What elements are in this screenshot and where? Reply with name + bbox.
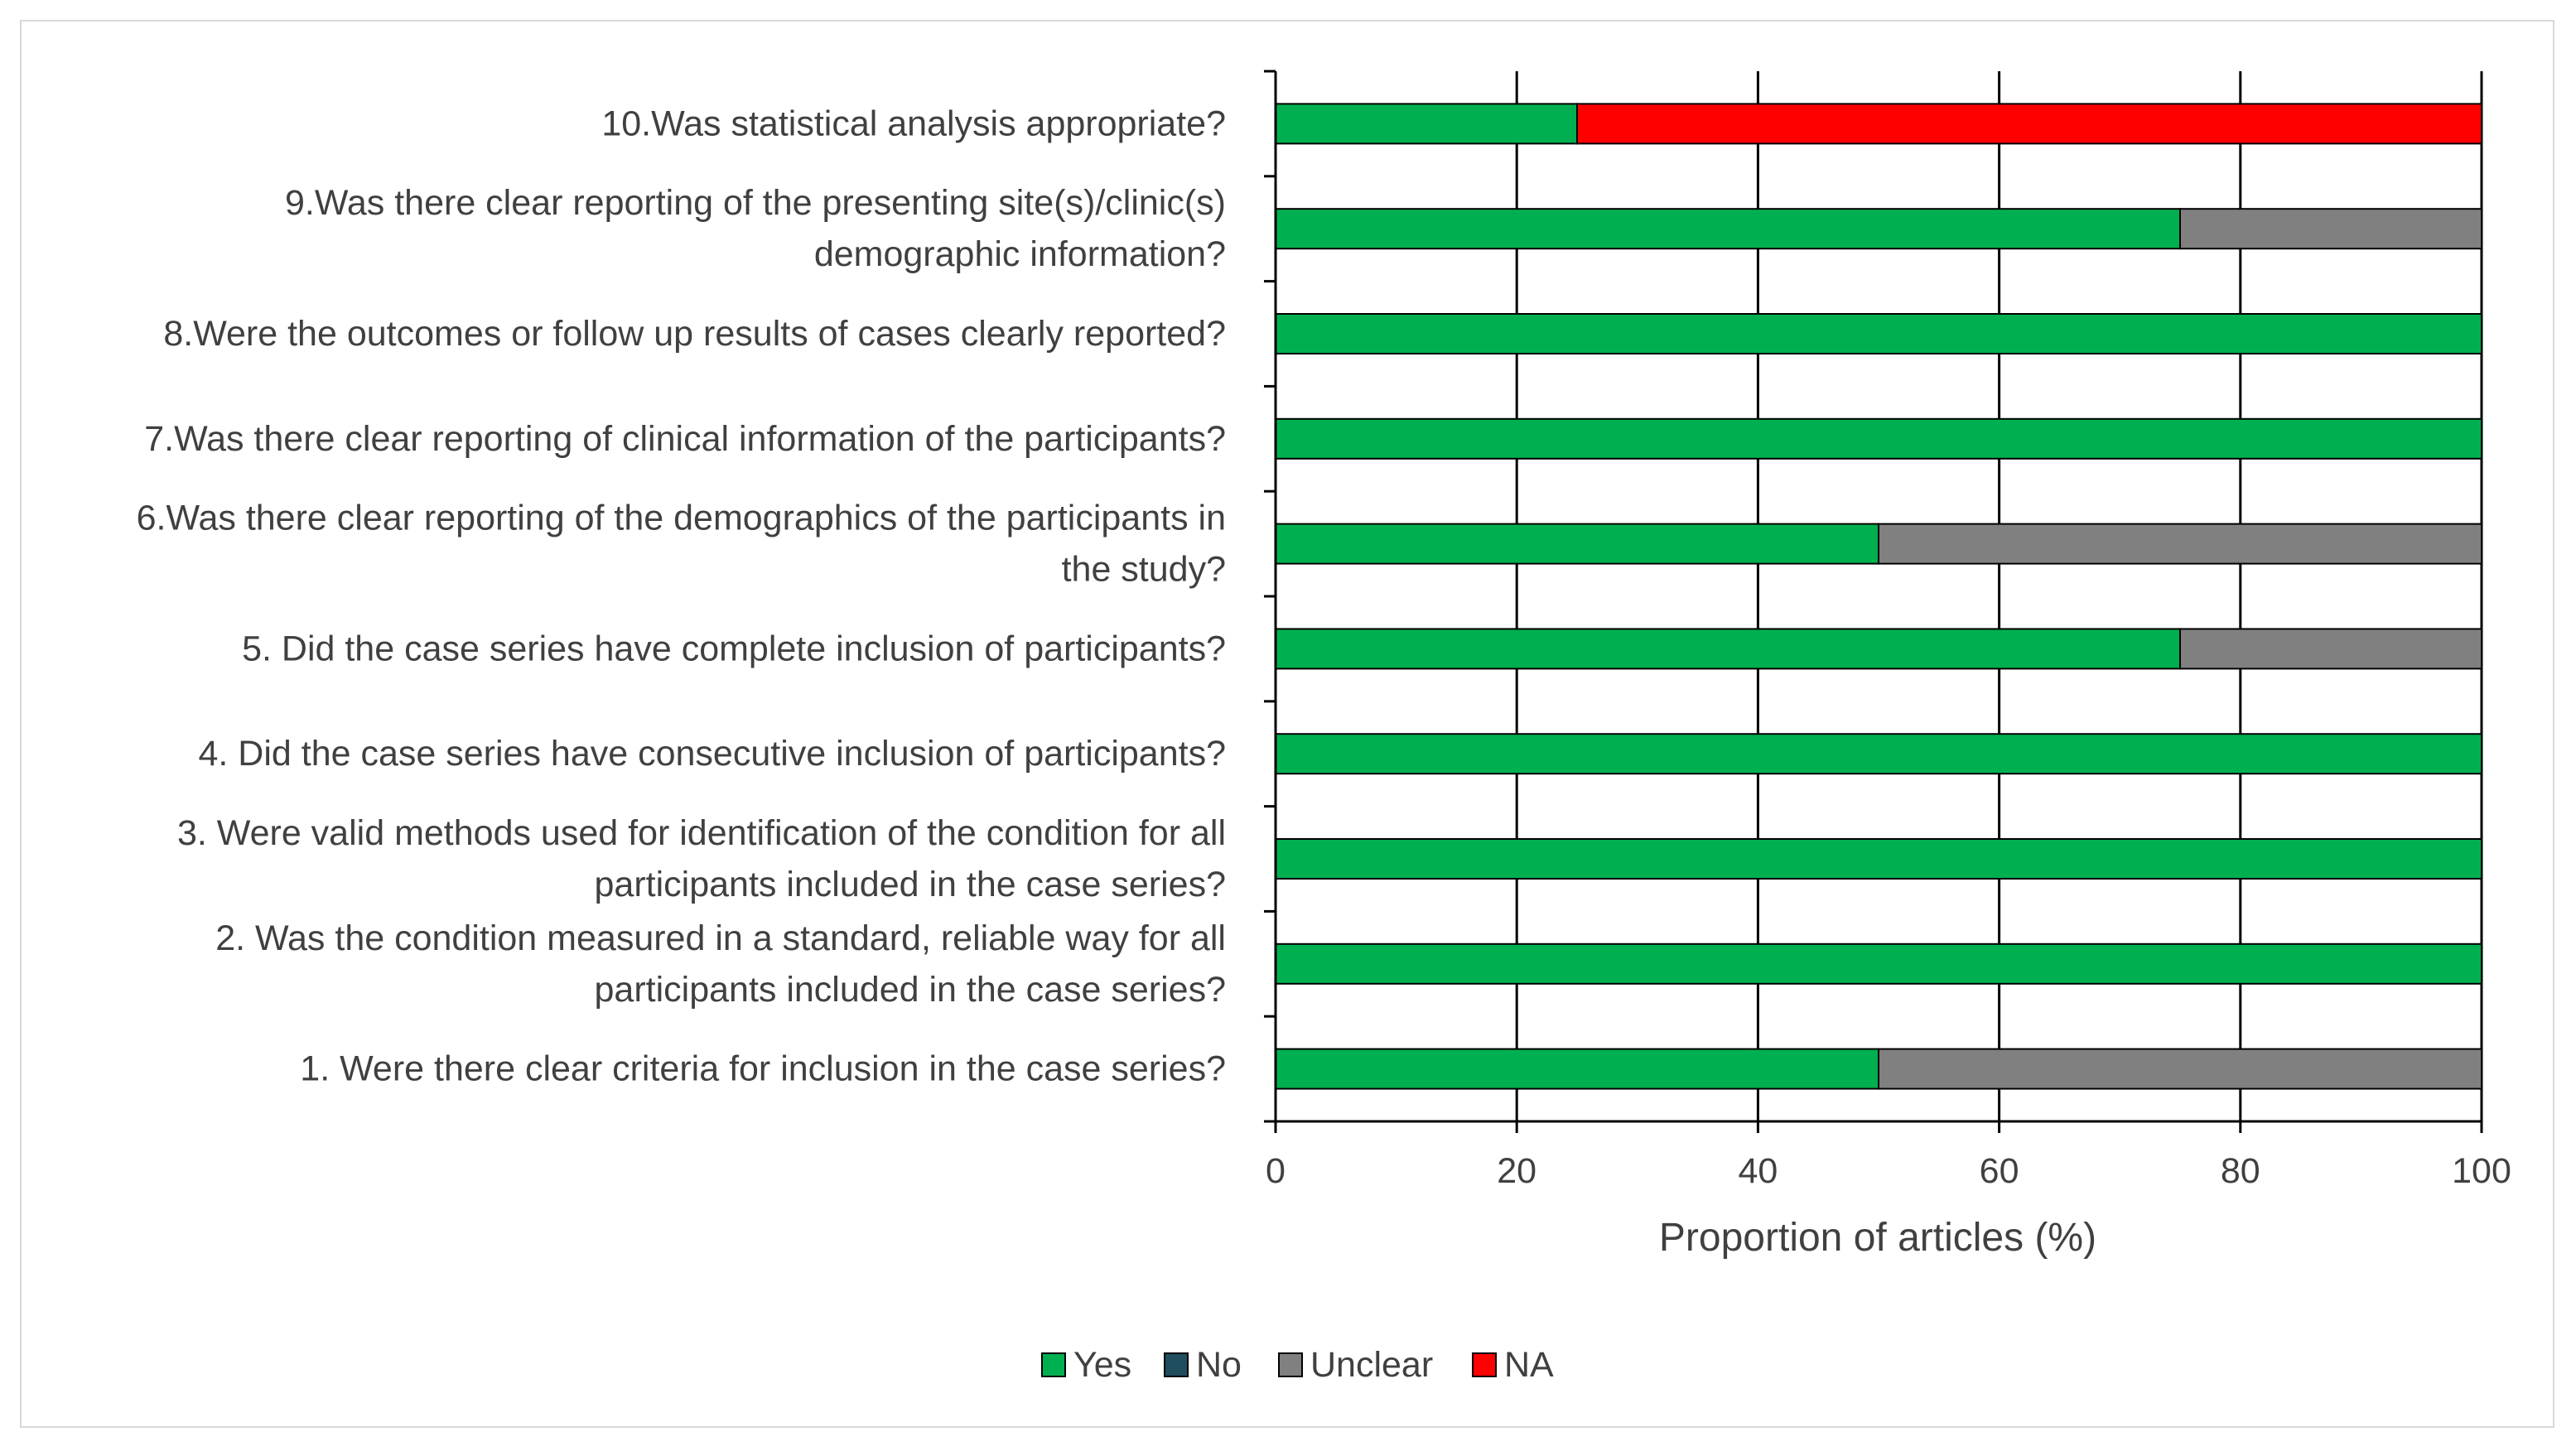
legend-label-no: No — [1196, 1345, 1242, 1385]
x-tick-label-100: 100 — [2452, 1151, 2511, 1191]
chart-frame — [20, 20, 2554, 1428]
category-label-q4: 4. Did the case series have consecutive … — [198, 734, 1226, 774]
bar-unclear-q5 — [2179, 628, 2482, 670]
bar-unclear-q1 — [1878, 1048, 2482, 1090]
x-tick-label-0: 0 — [1266, 1151, 1286, 1191]
bar-yes-q4 — [1275, 733, 2482, 775]
category-label-q7: 7.Was there clear reporting of clinical … — [144, 419, 1226, 459]
bar-unclear-q6 — [1878, 523, 2482, 565]
bar-yes-q2 — [1275, 942, 2482, 985]
legend-swatch-yes — [1041, 1352, 1066, 1377]
x-tick-label-80: 80 — [2221, 1151, 2260, 1191]
bar-unclear-q9 — [2179, 208, 2482, 250]
bar-yes-q3 — [1275, 838, 2482, 880]
category-label-q2: 2. Was the condition measured in a stand… — [215, 918, 1226, 1010]
legend-swatch-na — [1472, 1352, 1497, 1377]
bar-yes-q8 — [1275, 313, 2482, 354]
category-label-q3: 3. Were valid methods used for identific… — [177, 813, 1226, 904]
category-label-q8: 8.Were the outcomes or follow up results… — [163, 314, 1226, 354]
legend-label-yes: Yes — [1073, 1345, 1131, 1385]
category-label-q9: 9.Was there clear reporting of the prese… — [285, 183, 1226, 274]
legend-label-unclear: Unclear — [1310, 1345, 1433, 1385]
legend-label-na: NA — [1504, 1345, 1554, 1385]
category-label-q5: 5. Did the case series have complete inc… — [242, 629, 1226, 668]
bar-yes-q5 — [1275, 628, 2181, 670]
legend-swatch-no — [1164, 1352, 1189, 1377]
x-tick-label-60: 60 — [1980, 1151, 2019, 1191]
category-label-q6: 6.Was there clear reporting of the demog… — [137, 499, 1226, 590]
category-label-q1: 1. Were there clear criteria for inclusi… — [300, 1049, 1226, 1089]
bar-yes-q9 — [1275, 208, 2181, 250]
bar-yes-q7 — [1275, 417, 2482, 460]
category-label-q10: 10.Was statistical analysis appropriate? — [601, 104, 1226, 143]
bar-yes-q10 — [1275, 103, 1578, 145]
x-axis-title: Proportion of articles (%) — [1659, 1216, 2096, 1260]
legend-swatch-unclear — [1278, 1352, 1303, 1377]
bar-yes-q6 — [1275, 523, 1879, 565]
x-tick-label-40: 40 — [1738, 1151, 1778, 1191]
x-tick-label-20: 20 — [1497, 1151, 1536, 1191]
bar-yes-q1 — [1275, 1048, 1879, 1090]
bar-na-q10 — [1576, 103, 2482, 145]
